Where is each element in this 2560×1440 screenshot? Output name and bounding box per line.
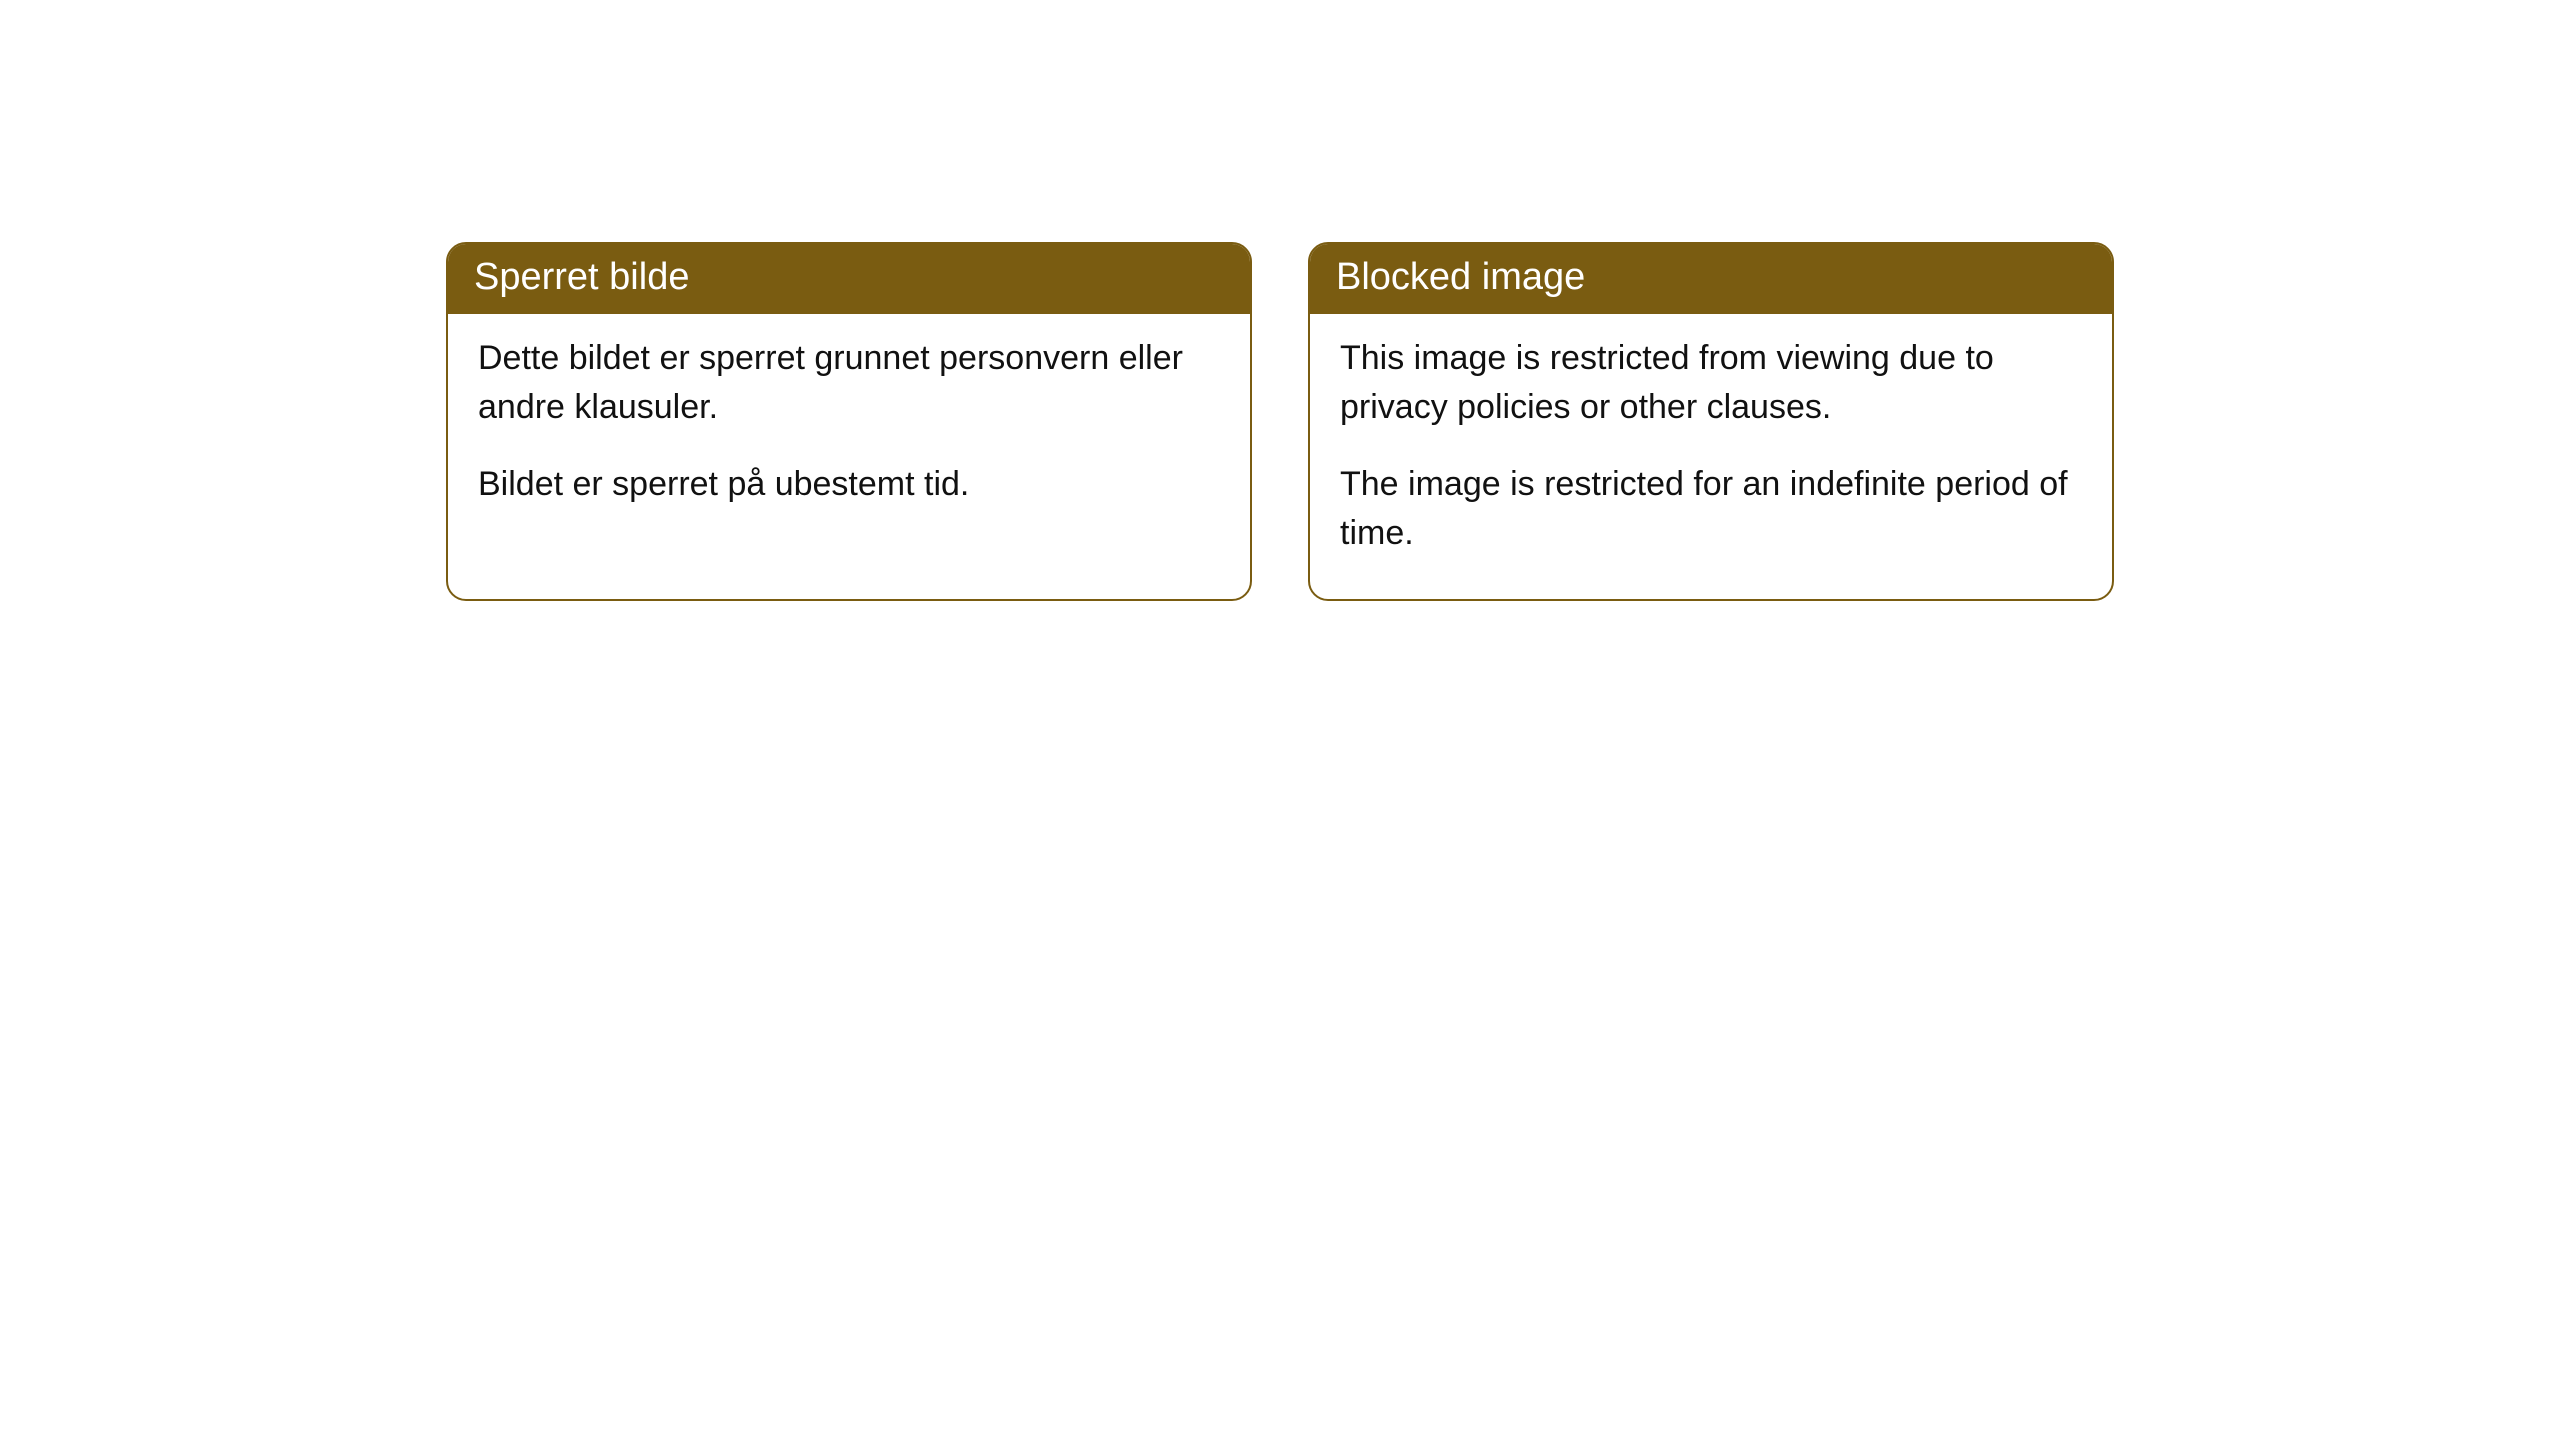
card-english-title: Blocked image xyxy=(1310,244,2112,314)
card-norwegian-p2: Bildet er sperret på ubestemt tid. xyxy=(478,460,1220,509)
card-norwegian-body: Dette bildet er sperret grunnet personve… xyxy=(448,314,1250,550)
card-english-body: This image is restricted from viewing du… xyxy=(1310,314,2112,599)
card-norwegian-p1: Dette bildet er sperret grunnet personve… xyxy=(478,334,1220,433)
card-english-p2: The image is restricted for an indefinit… xyxy=(1340,460,2082,559)
card-english: Blocked image This image is restricted f… xyxy=(1308,242,2114,601)
card-english-p1: This image is restricted from viewing du… xyxy=(1340,334,2082,433)
cards-container: Sperret bilde Dette bildet er sperret gr… xyxy=(0,0,2560,601)
card-norwegian: Sperret bilde Dette bildet er sperret gr… xyxy=(446,242,1252,601)
card-norwegian-title: Sperret bilde xyxy=(448,244,1250,314)
